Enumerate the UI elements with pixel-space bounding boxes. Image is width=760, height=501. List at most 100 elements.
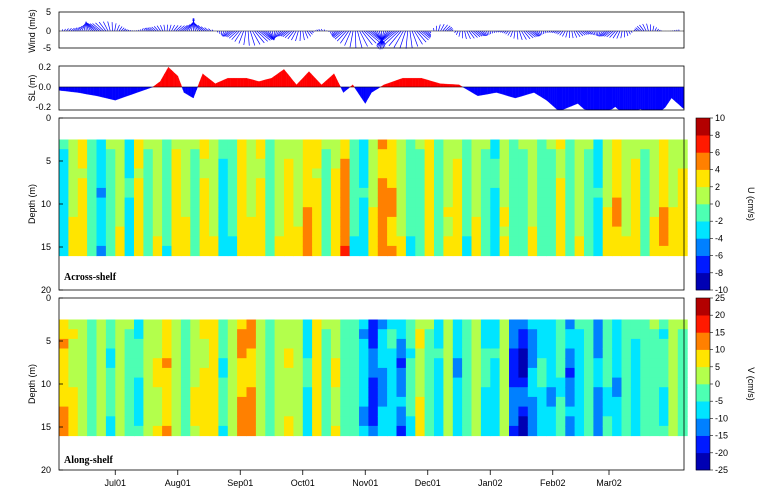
heatmap-cell [537, 226, 547, 237]
heatmap-cell [462, 149, 472, 160]
heatmap-cell [415, 216, 426, 228]
heatmap-cell [593, 149, 604, 160]
heatmap-cell [209, 348, 219, 359]
heatmap-cell [593, 396, 604, 408]
heatmap-cell [68, 406, 79, 417]
heatmap-cell [602, 178, 613, 189]
heatmap-cell [340, 329, 351, 340]
heatmap-cell [162, 425, 172, 437]
wind-stick [361, 30, 373, 46]
heatmap-cell [574, 329, 585, 340]
wind-stick [282, 30, 290, 37]
heatmap-cell [227, 416, 238, 427]
heatmap-cell [509, 168, 519, 179]
sealevel-segment [130, 86, 135, 95]
heatmap-cell [68, 367, 79, 379]
wind-stick [534, 30, 540, 37]
heatmap-cell [424, 367, 435, 379]
heatmap-cell [405, 406, 416, 417]
heatmap-cell [293, 178, 304, 189]
sealevel-segment [304, 73, 308, 88]
heatmap-cell [246, 319, 257, 330]
heatmap-cell [396, 396, 407, 408]
heatmap-cell [59, 158, 69, 169]
heatmap-cell [602, 338, 613, 350]
heatmap-cell [602, 387, 613, 398]
sealevel-segment [480, 86, 485, 96]
heatmap-cell [190, 329, 201, 340]
heatmap-cell [518, 207, 529, 218]
heatmap-cell [405, 319, 416, 330]
sealevel-segment [265, 79, 268, 88]
wind-stick [238, 30, 245, 44]
heatmap-cell [134, 329, 144, 340]
heatmap-cell [490, 348, 501, 359]
heatmap-cell [612, 387, 622, 398]
heatmap-cell [640, 358, 651, 369]
heatmap-cell [452, 396, 463, 408]
heatmap-cell [321, 245, 332, 257]
heatmap-cell [68, 168, 79, 179]
heatmap-cell [115, 149, 126, 160]
heatmap-cell [255, 377, 266, 388]
heatmap-cell [134, 216, 144, 228]
heatmap-cell [452, 168, 463, 179]
heatmap-cell [565, 207, 576, 218]
sealevel-segment [254, 80, 258, 88]
heatmap-cell [68, 358, 79, 369]
heatmap-cell [255, 236, 266, 247]
heatmap-cell [396, 416, 407, 427]
heatmap-cell [659, 396, 669, 408]
heatmap-cell [499, 139, 510, 150]
wind-stick [384, 30, 400, 45]
wind-stick [98, 21, 107, 32]
heatmap-cell [274, 197, 285, 208]
heatmap-cell [649, 207, 660, 218]
heatmap-cell [612, 338, 622, 350]
heatmap-cell [349, 396, 360, 408]
colorbar-swatch [696, 452, 710, 471]
heatmap-cell [77, 187, 88, 199]
heatmap-cell [574, 406, 585, 417]
heatmap-cell [452, 319, 463, 330]
heatmap-cell [255, 207, 266, 218]
heatmap-cell [68, 396, 79, 408]
heatmap-cell [584, 149, 594, 160]
sealevel-segment [635, 86, 639, 111]
heatmap-cell [265, 245, 276, 257]
heatmap-cell [143, 168, 154, 179]
heatmap-cell [302, 319, 313, 330]
heatmap-cell [490, 168, 501, 179]
heatmap-cell [77, 416, 88, 427]
heatmap-cell [96, 338, 107, 350]
heatmap-cell [274, 358, 285, 369]
heatmap-cell [162, 226, 172, 237]
heatmap-cell [293, 387, 304, 398]
heatmap-cell [405, 377, 416, 388]
heatmap-cell [330, 396, 341, 408]
heatmap-cell [415, 348, 426, 359]
heatmap-cell [443, 139, 454, 150]
heatmap-cell [499, 416, 510, 427]
heatmap-cell [171, 226, 182, 237]
heatmap-cell [452, 158, 463, 169]
heatmap-cell [340, 178, 351, 189]
heatmap-cell [162, 338, 172, 350]
heatmap-cell [434, 338, 444, 350]
sealevel-segment [642, 86, 645, 111]
heatmap-cell [124, 187, 135, 199]
heatmap-cell [218, 406, 229, 417]
heatmap-cell [209, 168, 219, 179]
heatmap-cell [105, 406, 116, 417]
heatmap-cell [621, 425, 632, 437]
sealevel-segment [248, 78, 251, 88]
wind-stick [516, 30, 519, 40]
heatmap-cell [565, 236, 576, 247]
heatmap-cell [490, 149, 501, 160]
heatmap-cell [396, 406, 407, 417]
heatmap-cell [87, 139, 97, 150]
heatmap-cell [462, 236, 472, 247]
heatmap-cell [171, 236, 182, 247]
heatmap-cell [96, 387, 107, 398]
heatmap-cell [265, 348, 276, 359]
